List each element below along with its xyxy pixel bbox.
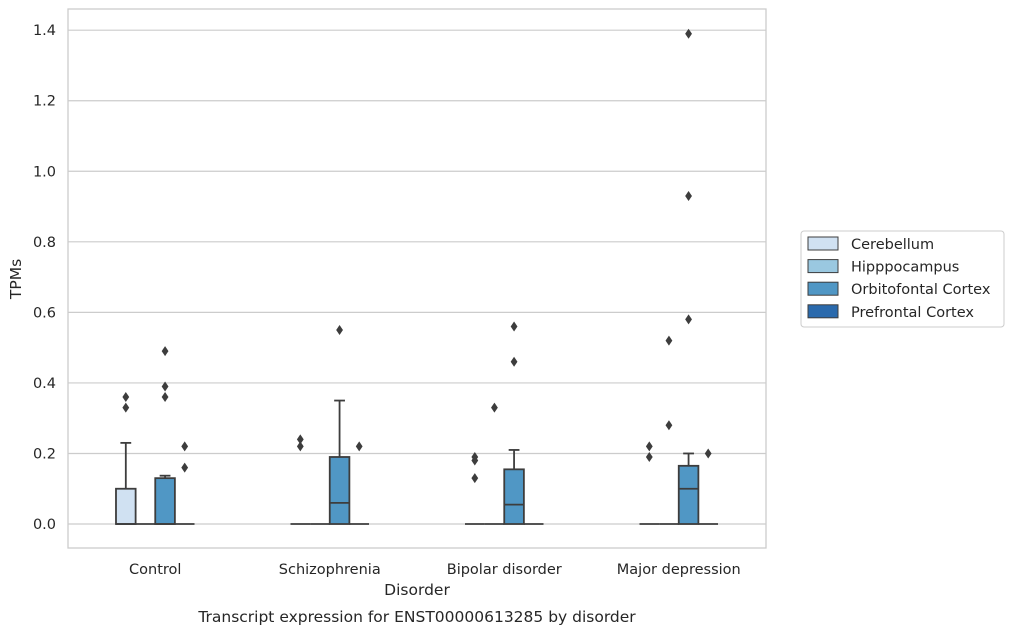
- y-tick-label: 0.0: [33, 517, 56, 533]
- y-tick-label: 1.0: [33, 164, 56, 180]
- legend-swatch: [807, 281, 839, 296]
- x-tick-label: Major depression: [617, 562, 741, 578]
- legend-swatch: [807, 259, 839, 274]
- outlier-point: [122, 392, 130, 403]
- outlier-point: [181, 441, 189, 452]
- outlier-point: [161, 381, 169, 392]
- y-tick-label: 0.8: [33, 235, 56, 251]
- y-tick-label: 0.6: [33, 305, 56, 321]
- gridlines: [68, 29, 766, 525]
- y-tick-label: 1.4: [33, 23, 56, 39]
- legend-swatch: [807, 236, 839, 251]
- y-tick-label: 0.4: [33, 376, 56, 392]
- outlier-point: [296, 441, 304, 452]
- legend-label: Hipppocampus: [851, 260, 959, 276]
- box-group: [349, 441, 370, 525]
- outlier-point: [685, 314, 692, 325]
- box: [115, 487, 137, 525]
- box-group: [154, 346, 176, 525]
- outlier-point: [645, 441, 653, 452]
- box-group: [484, 402, 505, 525]
- outlier-point: [665, 335, 673, 346]
- box-group: [464, 451, 485, 525]
- box-group: [677, 28, 700, 525]
- outlier-point: [161, 346, 169, 357]
- chart-caption: Transcript expression for ENST0000061328…: [197, 608, 636, 626]
- outlier-point: [336, 325, 343, 336]
- outlier-point: [704, 448, 712, 459]
- legend-frame: [800, 230, 1005, 328]
- y-tick-label: 0.2: [33, 446, 56, 462]
- x-tick-label: Control: [129, 562, 181, 578]
- outlier-point: [471, 451, 479, 462]
- box-group: [503, 321, 525, 525]
- box-group: [290, 434, 311, 525]
- legend-swatch: [807, 304, 839, 319]
- outlier-point: [491, 402, 498, 413]
- x-tick-label: Bipolar disorder: [447, 562, 562, 578]
- y-tick-labels: 0.0 0.2 0.4 0.6 0.8 1.0 1.2 1.4: [33, 23, 56, 533]
- box-group: [698, 448, 719, 525]
- box-group: [659, 335, 679, 525]
- box: [677, 464, 700, 525]
- box-group: [328, 325, 351, 525]
- outlier-point: [355, 441, 363, 452]
- outlier-point: [510, 321, 518, 332]
- outlier-point: [122, 402, 130, 413]
- legend-label: Cerebellum: [851, 237, 934, 253]
- box-group: [639, 441, 660, 525]
- box: [154, 477, 176, 525]
- legend-label: Orbitofontal Cortex: [851, 282, 991, 298]
- box-groups: [115, 28, 719, 525]
- box: [503, 468, 525, 525]
- outlier-point: [471, 473, 479, 484]
- legend-label: Prefrontal Cortex: [851, 305, 974, 321]
- x-axis-title: Disorder: [384, 581, 450, 599]
- box: [328, 456, 351, 525]
- outlier-point: [510, 356, 518, 367]
- outlier-point: [645, 451, 653, 462]
- x-tick-label: Schizophrenia: [279, 562, 381, 578]
- outlier-point: [181, 462, 189, 473]
- outlier-point: [161, 392, 169, 403]
- outlier-point: [685, 190, 692, 201]
- x-tick-labels: Control Schizophrenia Bipolar disorder Majo…: [129, 562, 741, 578]
- y-axis-title: TPMs: [7, 259, 25, 300]
- box-group: [174, 441, 195, 525]
- box-group: [115, 392, 137, 525]
- outlier-point: [296, 434, 304, 445]
- plot-area-frame: [67, 8, 767, 549]
- outlier-point: [685, 28, 692, 39]
- outlier-point: [665, 420, 673, 431]
- legend: Cerebellum Hipppocampus Orbitofontal Corte…: [800, 230, 1005, 328]
- y-tick-label: 1.2: [33, 94, 56, 110]
